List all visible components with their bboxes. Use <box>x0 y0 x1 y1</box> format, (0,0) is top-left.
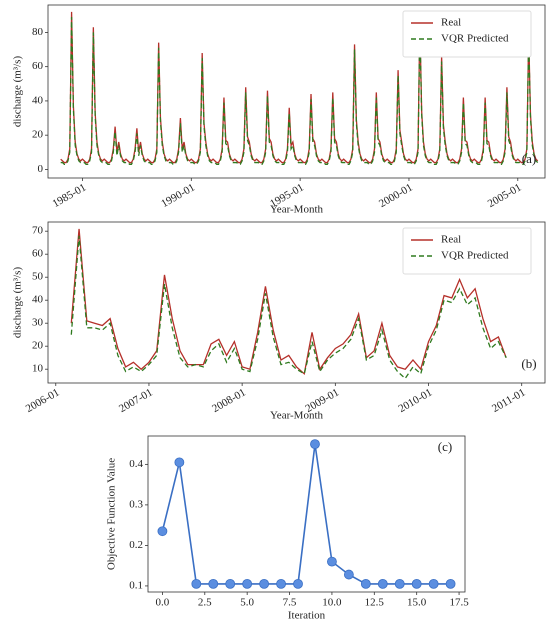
y-tick-label: 40 <box>32 294 44 306</box>
y-tick-label: 0.3 <box>129 498 143 510</box>
data-point <box>293 578 303 589</box>
x-tick-label: 2.5 <box>198 597 212 609</box>
plot-frame <box>147 435 466 593</box>
data-point <box>225 578 236 589</box>
data-line <box>70 228 507 376</box>
data-point <box>157 526 168 537</box>
x-tick-label: 12.5 <box>365 597 385 609</box>
legend-label: VQR Predicted <box>441 250 509 262</box>
legend-box <box>402 227 532 275</box>
y-tick-label: 50 <box>32 271 44 283</box>
data-point <box>276 578 286 589</box>
y-tick-label: 70 <box>32 225 44 237</box>
y-tick-label: 20 <box>32 340 44 352</box>
data-point <box>208 578 219 589</box>
data-point <box>360 578 371 589</box>
data-point <box>411 578 422 589</box>
x-tick-label: 0.0 <box>156 597 170 609</box>
x-axis-label: Year-Month <box>270 410 324 422</box>
y-axis-label: discharge (m³/s) <box>12 267 24 339</box>
y-tick-label: 60 <box>32 60 44 72</box>
y-tick-label: 0.1 <box>129 579 143 591</box>
data-point <box>394 578 405 589</box>
data-line <box>60 16 539 165</box>
y-axis-label: discharge (m³/s) <box>12 56 24 128</box>
data-point <box>174 457 185 468</box>
data-point <box>377 578 388 589</box>
y-tick-label: 20 <box>32 129 44 141</box>
panel-label: (c) <box>438 439 452 454</box>
legend-label: VQR Predicted <box>441 33 509 45</box>
y-tick-label: 0.4 <box>129 458 143 470</box>
y-tick-label: 30 <box>32 317 44 329</box>
x-tick-label: 5.0 <box>240 597 254 609</box>
data-point <box>191 578 202 589</box>
data-line <box>70 235 507 380</box>
data-point <box>445 578 456 589</box>
legend-label: Real <box>441 234 461 246</box>
plot-frame <box>47 4 546 179</box>
x-tick-label: 17.5 <box>449 597 469 609</box>
data-point <box>242 578 253 589</box>
x-axis-label: Iteration <box>288 610 326 622</box>
y-tick-label: 10 <box>32 363 44 375</box>
y-axis-label: Objective Function Value <box>106 458 118 570</box>
legend-label: Real <box>441 17 461 29</box>
panel-label: (b) <box>521 356 536 371</box>
y-tick-label: 80 <box>32 26 44 38</box>
legend-box <box>402 10 532 58</box>
y-tick-label: 0.2 <box>129 539 143 551</box>
x-tick-label: 15.0 <box>407 597 427 609</box>
y-tick-label: 60 <box>32 248 44 260</box>
data-line <box>60 11 539 164</box>
data-point <box>310 439 320 450</box>
plot-frame <box>47 221 546 384</box>
x-tick-label: 7.5 <box>283 597 297 609</box>
data-point <box>327 556 337 567</box>
y-tick-label: 0 <box>38 163 44 175</box>
data-point <box>259 578 270 589</box>
data-point <box>428 578 439 589</box>
x-axis-label: Year-Month <box>270 204 324 216</box>
panel-label: (a) <box>522 151 536 166</box>
x-tick-label: 10.0 <box>322 597 342 609</box>
y-tick-label: 40 <box>32 94 44 106</box>
data-point <box>343 569 354 580</box>
